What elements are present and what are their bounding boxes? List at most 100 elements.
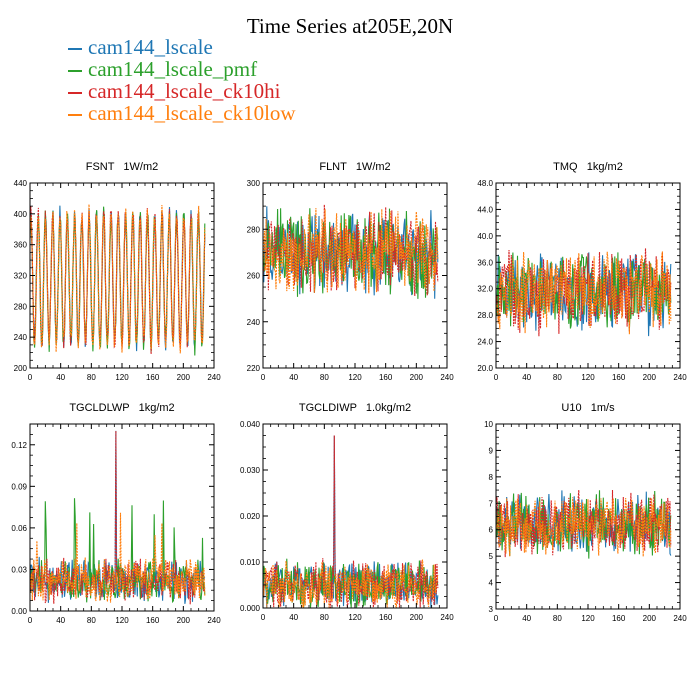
figure-title: Time Series at205E,20N (246, 14, 454, 38)
y-tick-label: 32.0 (477, 285, 493, 294)
y-tick-label: 260 (247, 272, 261, 281)
series-group (263, 204, 439, 299)
y-tick-label: 8 (489, 473, 494, 482)
series-line-cam144_lscale_ck10hi (30, 206, 206, 355)
series-line-cam144_lscale_ck10low (496, 251, 672, 335)
legend-label: cam144_lscale_ck10hi (88, 79, 281, 103)
x-tick-label: 200 (177, 616, 191, 625)
chart-panel-1: FSNT 1W/m2 0 40 80 120 160 200 240 200 240 280 320 3… (14, 161, 222, 382)
x-tick-label: 40 (522, 373, 531, 382)
legend-swatch (68, 48, 82, 51)
x-tick-label: 40 (56, 373, 65, 382)
chart-panel-5: TGCLDIWP 1.0kg/m2 0 40 80 120 160 200 240 0.000 0… (240, 402, 454, 622)
panel-title: FSNT 1W/m2 (86, 161, 159, 173)
y-tick-label: 280 (247, 225, 261, 234)
series-line-cam144_lscale_ck10low (263, 559, 439, 608)
x-tick-label: 40 (289, 613, 298, 622)
y-tick-label: 240 (14, 333, 28, 342)
y-tick-label: 10 (484, 420, 493, 429)
x-tick-label: 0 (261, 373, 266, 382)
y-tick-label: 4 (489, 579, 494, 588)
legend-item-cam144-lscale-ck10low: cam144_lscale_ck10low (68, 102, 296, 124)
y-tick-label: 0.040 (240, 420, 261, 429)
x-tick-label: 240 (673, 373, 687, 382)
x-tick-label: 80 (87, 616, 96, 625)
panel-title: FLNT 1W/m2 (319, 161, 390, 173)
y-tick-label: 5 (489, 552, 494, 561)
x-tick-label: 160 (379, 373, 393, 382)
series-group (496, 248, 672, 337)
x-tick-label: 80 (553, 373, 562, 382)
chart-panel-6: U10 1m/s 0 40 80 120 160 200 240 3 4 5 6 7 8 9 10 (484, 402, 687, 623)
y-tick-label: 0.030 (240, 466, 261, 475)
legend-label: cam144_lscale_ck10low (88, 101, 296, 125)
x-tick-label: 80 (553, 614, 562, 623)
x-tick-label: 200 (410, 373, 424, 382)
y-tick-label: 9 (489, 446, 494, 455)
x-tick-label: 160 (612, 614, 626, 623)
x-tick-label: 200 (643, 614, 657, 623)
series-group (496, 489, 672, 559)
y-tick-label: 360 (14, 241, 28, 250)
x-tick-label: 160 (379, 613, 393, 622)
x-tick-label: 0 (28, 373, 33, 382)
legend-item-cam144-lscale-pmf: cam144_lscale_pmf (68, 58, 296, 80)
series-line-cam144_lscale_ck10low (30, 512, 206, 603)
y-tick-label: 24.0 (477, 338, 493, 347)
x-tick-label: 120 (581, 614, 595, 623)
series-line-cam144_lscale_ck10low (263, 208, 439, 294)
legend-swatch (68, 92, 82, 95)
series-line-cam144_lscale_ck10hi (30, 430, 206, 605)
y-tick-label: 240 (247, 318, 261, 327)
x-tick-label: 240 (440, 613, 454, 622)
x-tick-label: 0 (494, 614, 499, 623)
y-tick-label: 36.0 (477, 258, 493, 267)
series-line-cam144_lscale_pmf (263, 558, 439, 608)
x-tick-label: 40 (56, 616, 65, 625)
legend-swatch (68, 70, 82, 73)
legend-item-cam144-lscale-ck10hi: cam144_lscale_ck10hi (68, 80, 296, 102)
y-tick-label: 28.0 (477, 311, 493, 320)
panel-title: U10 1m/s (561, 402, 615, 414)
y-tick-label: 0.000 (240, 604, 261, 613)
y-tick-label: 6 (489, 526, 494, 535)
chart-panel-3: TMQ 1kg/m2 0 40 80 120 160 200 240 20.0 24.0 28.0 3… (477, 161, 687, 382)
series-line-cam144_lscale_ck10low (496, 497, 672, 557)
y-tick-label: 0.03 (11, 565, 27, 574)
y-tick-label: 44.0 (477, 205, 493, 214)
x-tick-label: 240 (207, 616, 221, 625)
series-line-cam144_lscale_ck10hi (496, 489, 672, 558)
series-group (263, 435, 439, 608)
y-tick-label: 440 (14, 179, 28, 188)
x-tick-label: 120 (115, 373, 129, 382)
chart-panel-2: FLNT 1W/m2 0 40 80 120 160 200 240 220 240 260 280 3… (247, 161, 455, 382)
panel-title: TGCLDIWP 1.0kg/m2 (299, 402, 411, 414)
series-line-cam144_lscale_ck10low (30, 204, 206, 354)
y-tick-label: 0.12 (11, 441, 27, 450)
legend-label: cam144_lscale (88, 35, 213, 59)
x-tick-label: 0 (28, 616, 33, 625)
x-tick-label: 120 (348, 613, 362, 622)
x-tick-label: 160 (146, 373, 160, 382)
x-tick-label: 80 (87, 373, 96, 382)
legend-label: cam144_lscale_pmf (88, 57, 258, 81)
x-tick-label: 160 (146, 616, 160, 625)
x-tick-label: 40 (522, 614, 531, 623)
x-tick-label: 200 (177, 373, 191, 382)
y-tick-label: 220 (247, 364, 261, 373)
x-tick-label: 240 (673, 614, 687, 623)
y-tick-label: 20.0 (477, 364, 493, 373)
y-tick-label: 0.010 (240, 558, 261, 567)
y-tick-label: 0.00 (11, 607, 27, 616)
x-tick-label: 200 (410, 613, 424, 622)
y-tick-label: 300 (247, 179, 261, 188)
series-group (30, 430, 206, 605)
series-line-cam144_lscale_ck10hi (263, 435, 439, 608)
legend: cam144_lscale cam144_lscale_pmf cam144_l… (68, 36, 296, 124)
y-tick-label: 280 (14, 302, 28, 311)
y-tick-label: 200 (14, 364, 28, 373)
x-tick-label: 80 (320, 373, 329, 382)
x-tick-label: 200 (643, 373, 657, 382)
x-tick-label: 80 (320, 613, 329, 622)
